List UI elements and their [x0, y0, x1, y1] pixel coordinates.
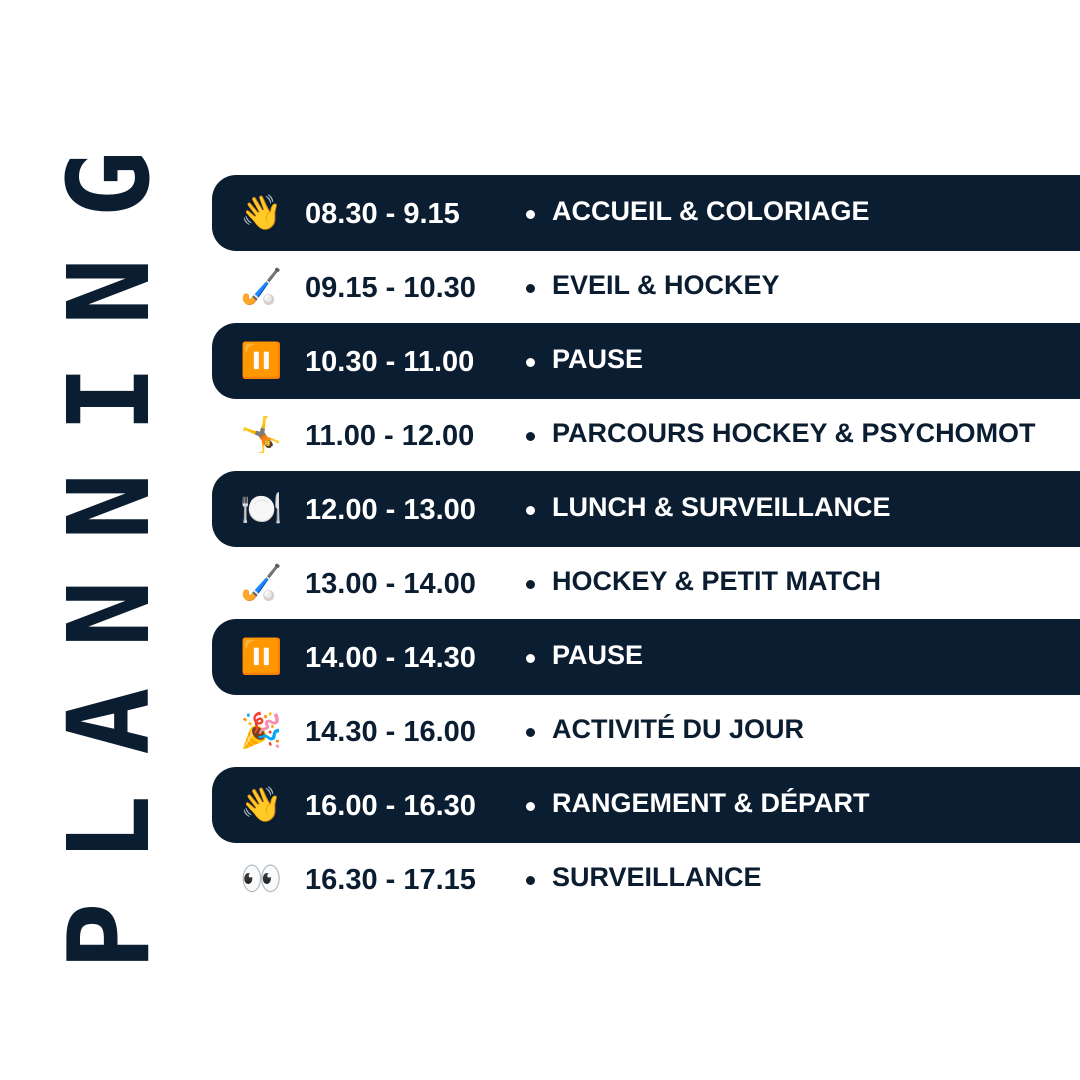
- schedule-row: 🏑 09.15 - 10.30 EVEIL & HOCKEY: [212, 249, 1080, 325]
- row-icon: 👀: [240, 860, 283, 898]
- row-time: 12.00 - 13.00: [305, 494, 476, 526]
- row-activity: ACCUEIL & COLORIAGE: [552, 196, 870, 226]
- row-icon: ⏸️: [240, 638, 283, 676]
- schedule-row: ⏸️ 10.30 - 11.00 PAUSE: [212, 323, 1080, 399]
- row-activity: LUNCH & SURVEILLANCE: [552, 492, 891, 522]
- row-activity: ACTIVITÉ DU JOUR: [552, 714, 805, 744]
- row-activity: SURVEILLANCE: [552, 862, 762, 892]
- row-time: 08.30 - 9.15: [305, 198, 460, 230]
- row-time: 10.30 - 11.00: [305, 346, 475, 378]
- row-icon: ⏸️: [240, 342, 283, 380]
- row-activity: PAUSE: [552, 344, 644, 374]
- row-time: 13.00 - 14.00: [305, 568, 476, 600]
- bullet: [526, 284, 535, 293]
- row-time: 09.15 - 10.30: [305, 272, 476, 304]
- row-time: 14.00 - 14.30: [305, 642, 476, 674]
- row-icon: 🍽️: [240, 490, 283, 528]
- bullet: [526, 876, 535, 885]
- row-icon: 🤸: [240, 416, 283, 454]
- row-icon: 🎉: [240, 712, 283, 750]
- schedule-row: 👋 16.00 - 16.30 RANGEMENT & DÉPART: [212, 767, 1080, 843]
- row-time: 14.30 - 16.00: [305, 716, 476, 748]
- schedule-row: 🍽️ 12.00 - 13.00 LUNCH & SURVEILLANCE: [212, 471, 1080, 547]
- bullet: [526, 358, 535, 367]
- schedule-row: 🎉 14.30 - 16.00 ACTIVITÉ DU JOUR: [212, 693, 1080, 769]
- schedule-row: 👋 08.30 - 9.15 ACCUEIL & COLORIAGE: [212, 175, 1080, 251]
- bullet: [526, 802, 535, 811]
- schedule-row: 🤸 11.00 - 12.00 PARCOURS HOCKEY & PSYCHOMO…: [212, 397, 1080, 473]
- schedule-row: ⏸️ 14.00 - 14.30 PAUSE: [212, 619, 1080, 695]
- bullet: [526, 580, 535, 589]
- bullet: [526, 728, 535, 737]
- bullet: [526, 432, 535, 441]
- row-activity: EVEIL & HOCKEY: [552, 270, 780, 300]
- bullet: [526, 210, 535, 219]
- row-icon: 👋: [240, 786, 283, 824]
- row-icon: 🏑: [240, 564, 283, 602]
- row-activity: PARCOURS HOCKEY & PSYCHOMOT: [552, 418, 1036, 448]
- title: PLANNING: [45, 110, 175, 970]
- schedule-row: 👀 16.30 - 17.15 SURVEILLANCE: [212, 841, 1080, 917]
- row-icon: 👋: [240, 194, 283, 232]
- row-icon: 🏑: [240, 268, 283, 306]
- row-activity: RANGEMENT & DÉPART: [552, 788, 870, 818]
- row-time: 16.30 - 17.15: [305, 864, 476, 896]
- bullet: [526, 506, 535, 515]
- bullet: [526, 654, 535, 663]
- schedule-row: 🏑 13.00 - 14.00 HOCKEY & PETIT MATCH: [212, 545, 1080, 621]
- row-activity: HOCKEY & PETIT MATCH: [552, 566, 882, 596]
- row-time: 11.00 - 12.00: [305, 420, 475, 452]
- row-activity: PAUSE: [552, 640, 644, 670]
- row-time: 16.00 - 16.30: [305, 790, 476, 822]
